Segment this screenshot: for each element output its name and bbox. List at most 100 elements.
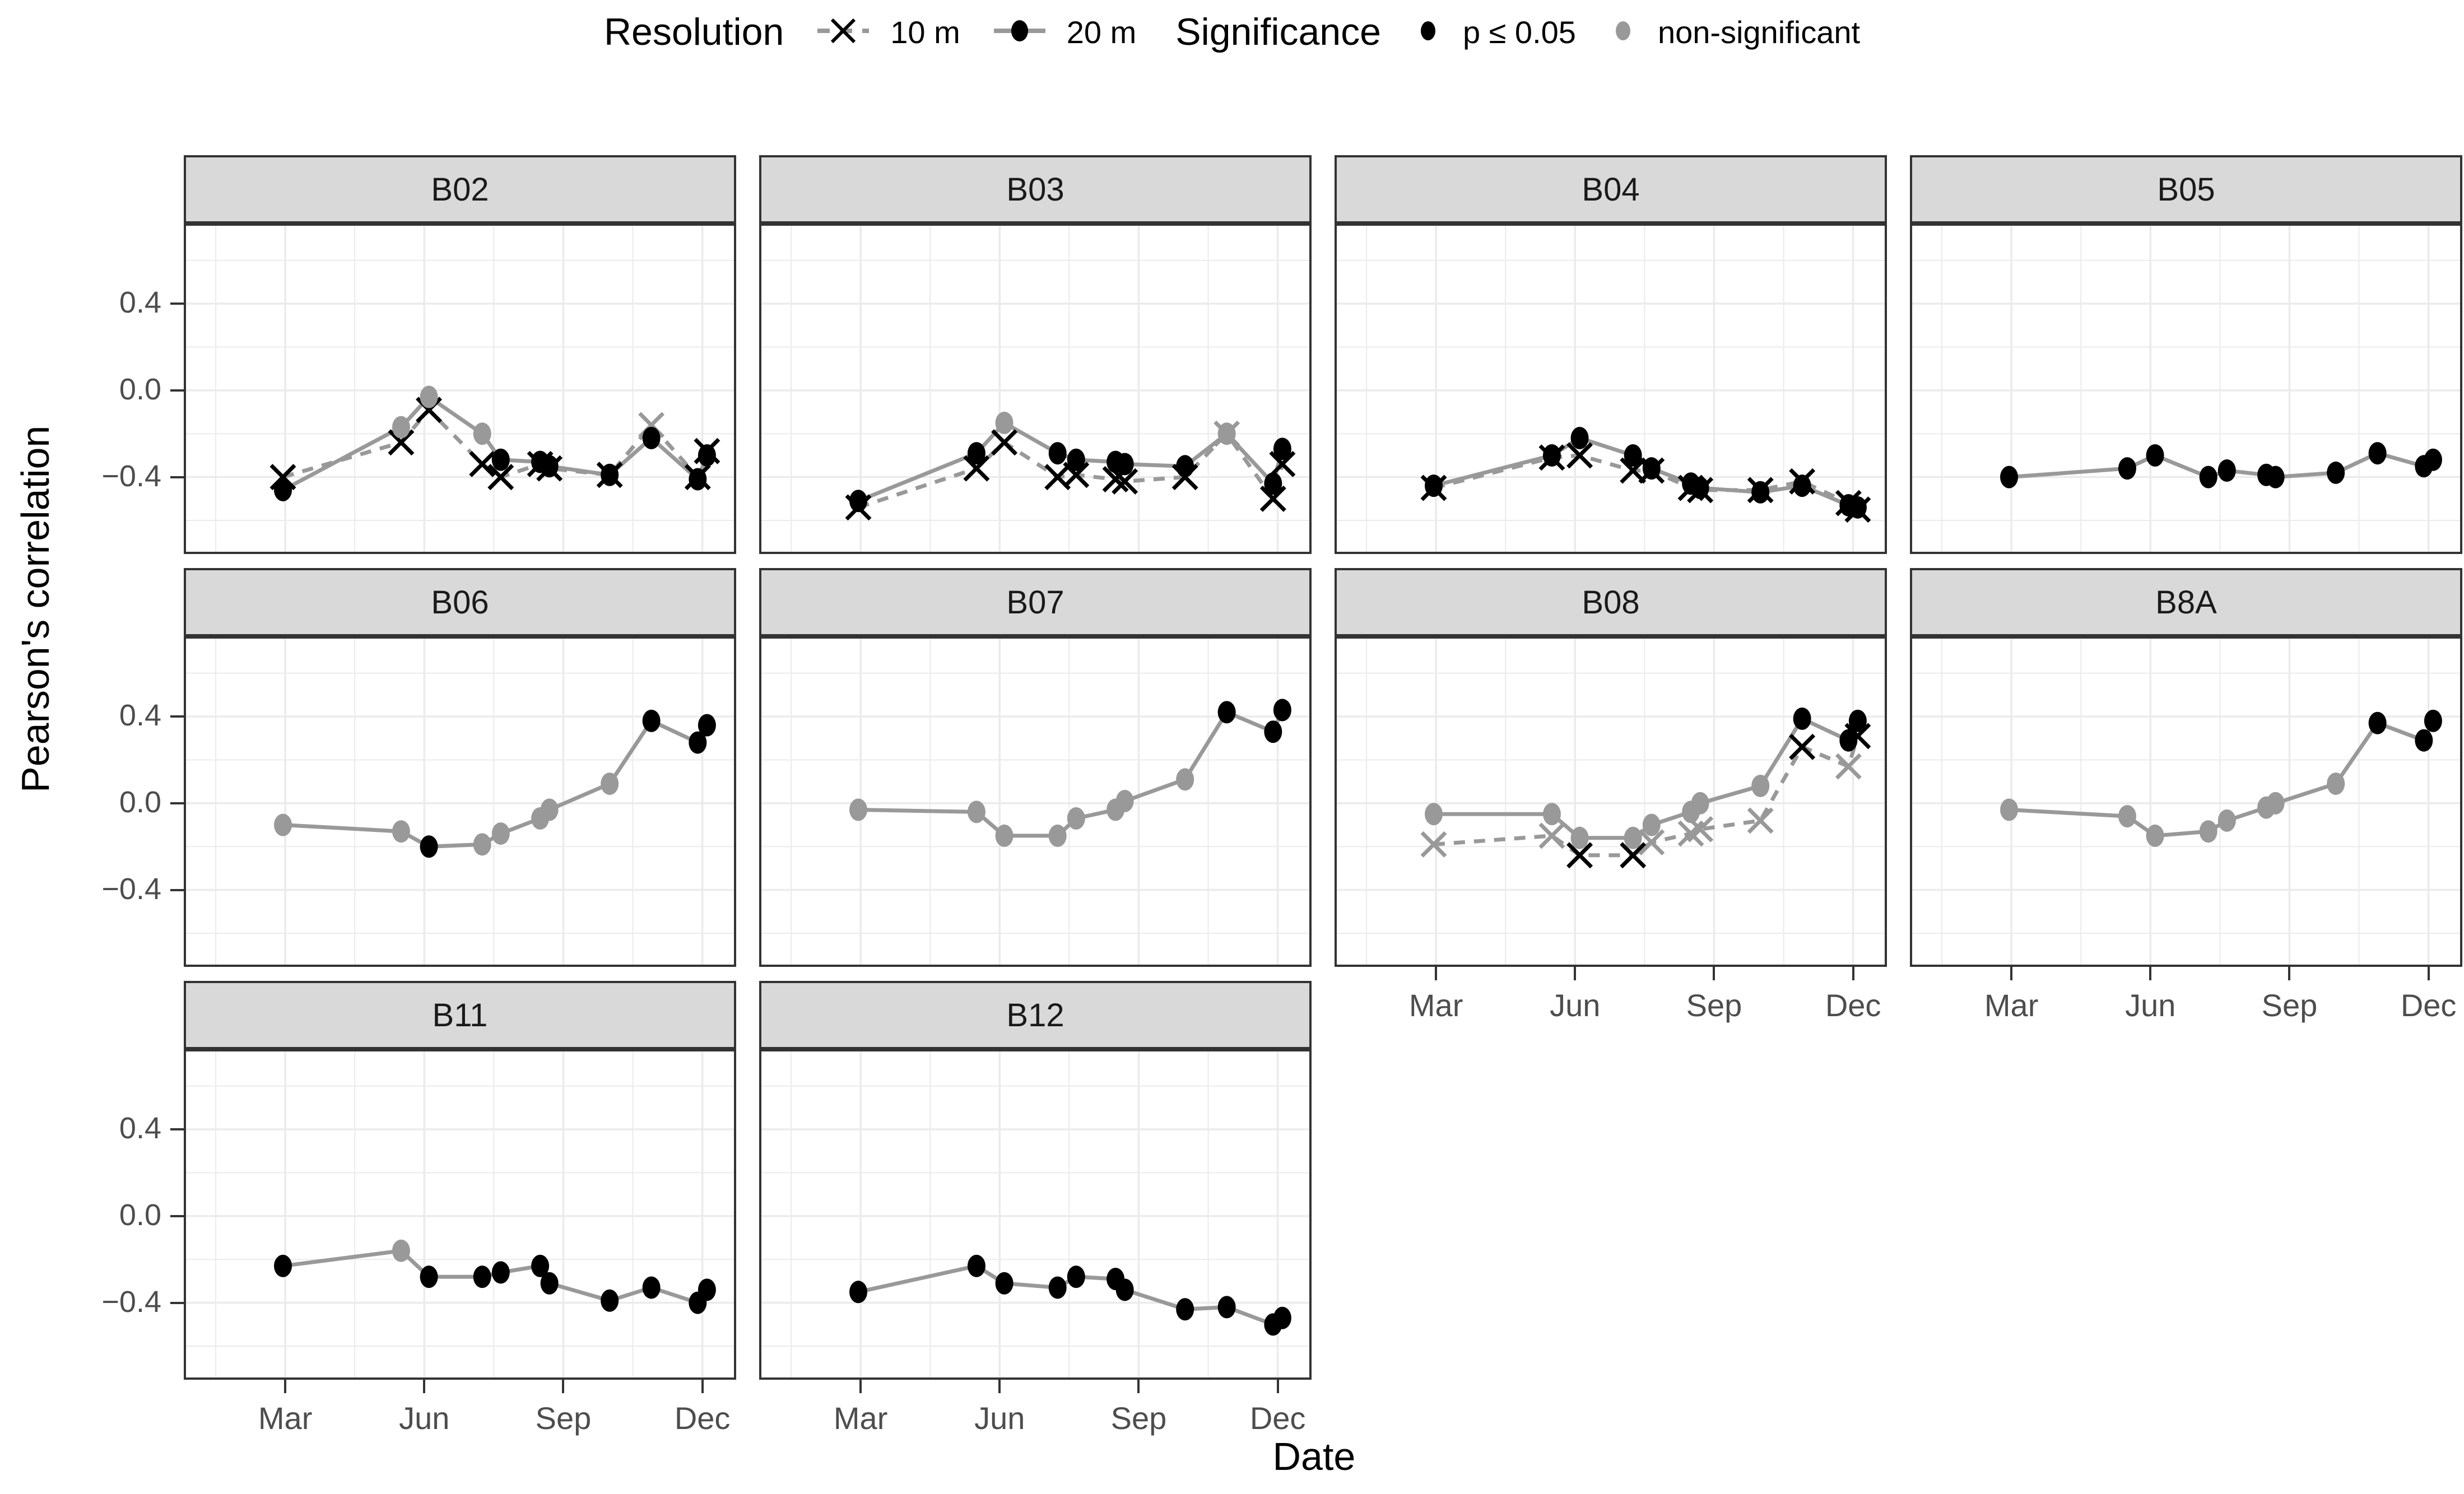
marker-dot xyxy=(689,468,707,491)
marker-dot xyxy=(1751,481,1770,504)
marker-x xyxy=(1638,829,1665,856)
marker-dot xyxy=(1115,1278,1134,1301)
legend-label-nonsignificant: non-significant xyxy=(1657,14,1861,50)
facet-plot xyxy=(184,1049,736,1380)
marker-dot xyxy=(1067,807,1085,830)
marker-x xyxy=(1063,462,1090,488)
marker-dot xyxy=(2217,809,2236,832)
marker-dot xyxy=(1542,444,1561,467)
marker-x xyxy=(487,464,514,491)
x-tick-label: Sep xyxy=(535,1400,592,1436)
legend-key-significant: p ≤ 0.05 xyxy=(1412,14,1576,50)
marker-dot xyxy=(1067,448,1085,471)
marker-dot xyxy=(1176,768,1194,791)
marker-dot xyxy=(995,1272,1014,1295)
marker-dot xyxy=(1793,708,1811,730)
y-tick-label: −0.4 xyxy=(101,1284,161,1319)
facet-strip: B11 xyxy=(184,981,736,1049)
marker-x xyxy=(469,450,496,477)
facet-label: B12 xyxy=(1006,997,1064,1034)
marker-dot xyxy=(2368,442,2387,465)
facet-panel-B11: B11 xyxy=(184,981,736,1380)
marker-dot xyxy=(2199,820,2217,843)
x-tick-mark xyxy=(1713,967,1715,980)
facet-label: B08 xyxy=(1582,584,1640,621)
marker-dot xyxy=(1542,803,1561,826)
marker-dot xyxy=(849,490,868,513)
marker-dot xyxy=(689,731,707,754)
marker-dot xyxy=(540,1272,559,1295)
marker-dot xyxy=(420,1265,438,1288)
marker-dot xyxy=(1751,774,1770,797)
marker-dot xyxy=(2327,461,2345,484)
marker-x xyxy=(1620,842,1647,869)
marker-dot xyxy=(642,709,661,732)
facet-strip: B08 xyxy=(1335,568,1887,636)
marker-x xyxy=(1269,450,1296,477)
marker-dot xyxy=(995,411,1014,434)
facet-plot xyxy=(184,636,736,967)
marker-dot xyxy=(2415,729,2433,752)
y-tick-label: −0.4 xyxy=(101,459,161,493)
facet-plot xyxy=(1335,636,1887,967)
black-dot-icon xyxy=(1412,15,1444,49)
facet-strip: B07 xyxy=(759,568,1312,636)
y-tick-mark xyxy=(170,888,184,891)
solid-line-dot-icon xyxy=(992,15,1048,49)
marker-dot xyxy=(1273,438,1291,460)
marker-dot xyxy=(274,478,292,501)
facet-strip: B03 xyxy=(759,155,1312,224)
y-tick-mark xyxy=(170,802,184,804)
x-tick-label: Dec xyxy=(1825,988,1881,1023)
x-tick-label: Dec xyxy=(2400,988,2457,1023)
y-tick-label: 0.4 xyxy=(119,1111,161,1146)
marker-dot xyxy=(420,385,438,408)
marker-x xyxy=(1677,820,1704,847)
x-tick-label: Sep xyxy=(2261,988,2318,1023)
marker-dot xyxy=(491,1261,510,1284)
facet-label: B07 xyxy=(1006,584,1064,621)
marker-dot xyxy=(1691,792,1709,815)
facet-strip: B06 xyxy=(184,568,736,636)
marker-dot xyxy=(2424,448,2442,471)
marker-dot xyxy=(698,444,716,467)
legend-significance-group: Significance p ≤ 0.05 non-significant xyxy=(1175,10,1860,54)
marker-x xyxy=(1620,457,1647,484)
marker-dot xyxy=(967,800,985,823)
marker-dot xyxy=(601,1289,619,1312)
facet-label: B8A xyxy=(2155,584,2217,621)
marker-x xyxy=(1259,485,1286,512)
marker-x xyxy=(1747,807,1774,834)
marker-dot xyxy=(601,463,619,486)
legend-label-significant: p ≤ 0.05 xyxy=(1462,14,1576,50)
y-tick-mark xyxy=(170,715,184,718)
marker-dot xyxy=(2118,457,2136,480)
facet-strip: B02 xyxy=(184,155,736,224)
marker-dot xyxy=(2199,466,2217,488)
marker-dot xyxy=(2327,772,2345,795)
y-tick-mark xyxy=(170,389,184,392)
facet-plot xyxy=(759,224,1312,554)
x-tick-label: Jun xyxy=(974,1400,1025,1436)
y-axis-title: Pearson's correlation xyxy=(13,425,57,793)
x-tick-mark xyxy=(1435,967,1438,980)
marker-x xyxy=(1566,442,1593,469)
y-tick-label: 0.0 xyxy=(119,1198,161,1232)
marker-dot xyxy=(849,1281,868,1304)
facet-panel-B04: B04 xyxy=(1335,155,1887,554)
y-tick-label: 0.0 xyxy=(119,372,161,406)
marker-dot xyxy=(392,416,410,439)
x-tick-mark xyxy=(1852,967,1854,980)
facet-panel-B08: B08 xyxy=(1335,568,1887,967)
legend-resolution-group: Resolution 10 m 20 m xyxy=(604,10,1136,54)
y-tick-label: 0.4 xyxy=(119,699,161,733)
marker-dot xyxy=(995,824,1014,847)
marker-x xyxy=(1112,468,1138,495)
marker-dot xyxy=(491,822,510,845)
x-tick-label: Jun xyxy=(1550,988,1601,1023)
marker-dot xyxy=(642,427,661,450)
marker-dot xyxy=(1264,720,1282,743)
marker-dot xyxy=(1839,729,1858,752)
facet-label: B11 xyxy=(432,997,488,1034)
facet-plot xyxy=(1910,636,2462,967)
